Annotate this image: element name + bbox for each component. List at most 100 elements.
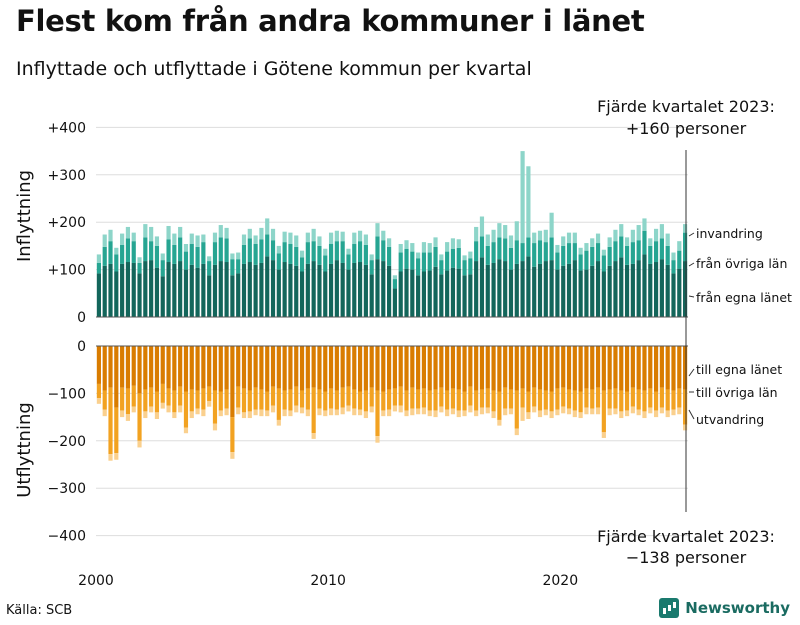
- outflow-bar-segment: [433, 346, 438, 390]
- outflow-bar-segment: [671, 346, 676, 391]
- outflow-bar-segment: [653, 391, 659, 411]
- series-label: från egna länet: [696, 290, 792, 305]
- bottom-y-tick-label: 0: [77, 339, 86, 355]
- outflow-bar-segment: [96, 346, 101, 384]
- inflow-bar-segment: [363, 234, 368, 245]
- outflow-bar-segment: [421, 388, 427, 408]
- inflow-bar-segment: [619, 236, 624, 258]
- outflow-bar-segment: [172, 412, 177, 419]
- outflow-bar-segment: [497, 391, 502, 420]
- inflow-bar-segment: [270, 240, 276, 261]
- outflow-bar-segment: [207, 346, 212, 387]
- top-y-tick-label: +100: [48, 263, 86, 279]
- chart-labels: Inflyttning Utflyttning Fjärde kvartalet 2…: [14, 97, 792, 567]
- outflow-bar-segment: [485, 346, 490, 389]
- inflow-bar-segment: [572, 243, 577, 261]
- inflow-bar-segment: [503, 225, 508, 239]
- inflow-bar-segment: [207, 256, 212, 262]
- inflow-bar-segment: [683, 261, 688, 317]
- inflow-bar-segment: [653, 228, 659, 242]
- inflow-bar-segment: [595, 243, 601, 262]
- top-y-tick-label: +200: [48, 215, 86, 231]
- inflow-bar-segment: [154, 245, 160, 268]
- bottom-annotation-line2: −138 personer: [626, 548, 747, 567]
- inflow-bar-segment: [189, 264, 194, 317]
- inflow-bar-segment: [491, 242, 496, 263]
- outflow-bar-segment: [439, 406, 444, 413]
- outflow-bar-segment: [665, 410, 670, 418]
- outflow-bar-segment: [514, 390, 519, 429]
- outflow-bar-segment: [445, 409, 450, 417]
- inflow-bar-segment: [381, 230, 386, 241]
- inflow-bar-segment: [549, 212, 554, 238]
- inflow-bar-segment: [566, 263, 572, 317]
- outflow-bar-segment: [584, 346, 589, 389]
- inflow-bar-segment: [561, 245, 566, 266]
- inflow-bar-segment: [671, 260, 676, 274]
- outflow-bar-segment: [416, 408, 421, 415]
- outflow-bar-segment: [677, 388, 682, 408]
- inflow-bar-segment: [613, 229, 618, 242]
- outflow-bar-segment: [514, 428, 519, 436]
- outflow-bar-segment: [584, 388, 589, 408]
- inflow-bar-segment: [149, 260, 154, 317]
- inflow-bar-segment: [450, 248, 456, 268]
- outflow-bar-segment: [387, 346, 392, 390]
- outflow-bar-segment: [653, 410, 659, 418]
- inflow-bar-segment: [166, 239, 171, 263]
- inflow-bar-segment: [236, 259, 241, 274]
- outflow-bar-segment: [120, 346, 125, 388]
- inflow-bar-segment: [595, 261, 601, 317]
- outflow-bar-segment: [566, 408, 572, 415]
- inflow-bar-segment: [224, 238, 229, 263]
- outflow-bar-segment: [108, 387, 113, 455]
- inflow-bar-segment: [166, 225, 171, 240]
- outflow-bar-segment: [642, 411, 647, 419]
- inflow-bar-segment: [607, 237, 612, 247]
- outflow-bar-segment: [624, 391, 630, 411]
- inflow-bar-segment: [317, 245, 322, 265]
- outflow-bar-segment: [253, 387, 258, 410]
- outflow-bar-segment: [503, 346, 508, 388]
- outflow-bar-segment: [462, 410, 467, 417]
- series-label: till övriga län: [696, 385, 778, 400]
- inflow-bar-segment: [427, 252, 432, 271]
- inflow-bar-segment: [387, 238, 392, 247]
- inflow-bar-segment: [642, 218, 647, 231]
- outflow-bar-segment: [555, 346, 560, 389]
- outflow-bar-segment: [392, 388, 397, 406]
- inflow-bar-segment: [410, 251, 415, 270]
- outflow-bar-segment: [572, 410, 577, 418]
- outflow-bar-segment: [381, 346, 386, 392]
- inflow-bar-segment: [572, 260, 577, 317]
- outflow-bar-segment: [178, 346, 183, 387]
- outflow-bar-segment: [404, 346, 409, 391]
- inflow-bar-segment: [352, 232, 357, 245]
- top-y-tick-label: +300: [48, 168, 86, 184]
- outflow-bar-segment: [102, 390, 107, 410]
- inflow-bar-segment: [317, 236, 322, 246]
- outflow-bar-segment: [212, 346, 218, 391]
- outflow-bar-segment: [299, 390, 305, 408]
- inflow-bar-segment: [189, 244, 194, 265]
- outflow-bar-segment: [398, 346, 403, 387]
- outflow-bar-segment: [323, 346, 328, 392]
- outflow-bar-segment: [334, 390, 339, 410]
- outflow-bar-segment: [607, 408, 612, 416]
- inflow-bar-segment: [462, 255, 467, 261]
- inflow-bar-segment: [537, 263, 543, 317]
- outflow-bar-segment: [474, 410, 479, 417]
- inflow-bar-segment: [392, 288, 397, 317]
- inflow-bar-segment: [607, 265, 612, 317]
- outflow-bar-segment: [671, 409, 676, 416]
- inflow-bar-segment: [462, 260, 467, 276]
- inflow-bar-segment: [195, 246, 200, 268]
- outflow-bar-segment: [201, 388, 206, 410]
- outflow-bar-segment: [270, 346, 276, 387]
- outflow-bar-segment: [294, 405, 299, 413]
- inflow-bar-segment: [288, 232, 293, 245]
- series-label: till egna länet: [696, 362, 782, 377]
- outflow-bar-segment: [96, 398, 101, 404]
- brand[interactable]: Newsworthy: [659, 598, 790, 618]
- outflow-bar-segment: [445, 390, 450, 410]
